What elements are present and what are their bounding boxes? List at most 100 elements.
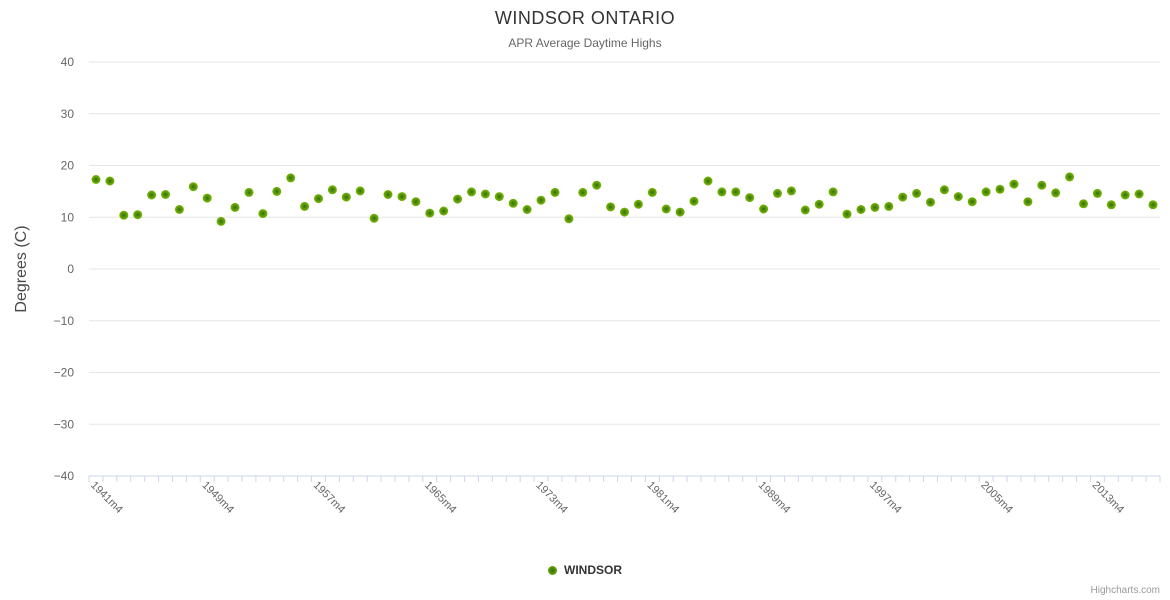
data-point[interactable] [689, 196, 699, 206]
data-point[interactable] [467, 187, 476, 197]
data-point[interactable] [536, 195, 546, 205]
legend-label: WINDSOR [564, 563, 622, 577]
data-point[interactable] [647, 187, 657, 197]
data-point[interactable] [731, 187, 741, 197]
data-point[interactable] [258, 209, 268, 219]
data-point[interactable] [578, 187, 588, 197]
data-point[interactable] [564, 214, 574, 224]
data-point[interactable] [383, 190, 393, 199]
x-axis-label: 1957m4 [311, 479, 348, 516]
data-point[interactable] [105, 176, 115, 186]
data-point[interactable] [314, 194, 323, 204]
x-axis-label: 2005m4 [978, 479, 1015, 516]
data-point[interactable] [633, 199, 643, 209]
data-point[interactable] [188, 182, 198, 192]
data-point[interactable] [1037, 180, 1047, 190]
data-point[interactable] [842, 209, 852, 219]
data-point[interactable] [411, 197, 421, 207]
data-point[interactable] [161, 190, 170, 199]
data-point[interactable] [1009, 179, 1019, 189]
data-point[interactable] [300, 201, 310, 211]
data-point[interactable] [119, 210, 129, 220]
data-point[interactable] [341, 192, 351, 202]
data-point[interactable] [620, 207, 629, 217]
x-axis-label: 1981m4 [645, 479, 682, 516]
data-point[interactable] [912, 188, 922, 198]
y-axis-label: −40 [54, 469, 75, 483]
data-point[interactable] [773, 188, 782, 198]
data-point[interactable] [814, 199, 824, 209]
data-point[interactable] [939, 185, 949, 195]
data-point[interactable] [759, 204, 769, 214]
data-point[interactable] [995, 184, 1005, 194]
data-point[interactable] [953, 192, 963, 202]
data-point[interactable] [286, 173, 296, 183]
data-point[interactable] [717, 187, 727, 197]
data-point[interactable] [1148, 200, 1158, 210]
data-point[interactable] [355, 186, 365, 196]
data-point[interactable] [244, 187, 254, 197]
x-axis-label: 1989m4 [756, 479, 793, 516]
data-point[interactable] [800, 205, 810, 215]
data-point[interactable] [174, 205, 184, 214]
data-point[interactable] [1120, 190, 1130, 200]
data-point[interactable] [453, 194, 463, 204]
data-point[interactable] [1079, 199, 1088, 209]
data-point[interactable] [508, 198, 518, 208]
data-point[interactable] [981, 187, 991, 197]
y-axis-label: 0 [67, 262, 74, 276]
data-point[interactable] [884, 201, 894, 211]
data-point[interactable] [272, 186, 282, 196]
y-axis-label: −30 [54, 417, 75, 431]
data-point[interactable] [661, 204, 671, 214]
data-point[interactable] [397, 192, 407, 202]
data-point[interactable] [202, 193, 212, 203]
data-point[interactable] [675, 207, 685, 217]
data-point[interactable] [592, 180, 602, 190]
data-point[interactable] [703, 176, 713, 186]
data-point[interactable] [439, 206, 449, 216]
data-point[interactable] [967, 197, 977, 207]
legend-item-windsor[interactable]: WINDSOR [548, 563, 622, 577]
data-point[interactable] [480, 189, 490, 199]
data-point[interactable] [745, 193, 755, 203]
data-point[interactable] [494, 192, 504, 202]
x-axis-label: 1941m4 [88, 479, 125, 516]
x-axis-label: 1973m4 [533, 479, 570, 516]
data-point[interactable] [216, 216, 226, 226]
y-axis-label: 10 [61, 210, 75, 224]
data-point[interactable] [856, 205, 866, 214]
x-axis-label: 1949m4 [199, 479, 236, 516]
data-point[interactable] [786, 186, 796, 196]
data-point[interactable] [898, 192, 908, 202]
data-point[interactable] [369, 213, 379, 223]
y-axis-label: −10 [54, 314, 75, 328]
data-point[interactable] [230, 202, 240, 212]
x-axis-label: 1965m4 [422, 479, 459, 516]
chart-title: WINDSOR ONTARIO [494, 8, 676, 28]
y-axis-label: 40 [61, 55, 75, 69]
data-point[interactable] [1051, 188, 1061, 198]
data-point[interactable] [606, 202, 616, 212]
data-point[interactable] [1106, 200, 1116, 210]
data-point[interactable] [522, 205, 532, 214]
data-point[interactable] [870, 202, 880, 212]
data-point[interactable] [550, 187, 560, 197]
chart-subtitle: APR Average Daytime Highs [508, 36, 662, 50]
y-axis-label: 30 [61, 107, 75, 121]
data-point[interactable] [91, 175, 101, 184]
data-point[interactable] [1065, 172, 1075, 182]
data-point[interactable] [1092, 188, 1102, 198]
data-point[interactable] [327, 185, 337, 195]
data-point[interactable] [926, 197, 935, 207]
y-axis-label: −20 [54, 366, 75, 380]
x-axis-label: 2013m4 [1090, 479, 1127, 516]
highcharts-credits-link[interactable]: Highcharts.com [1090, 585, 1160, 596]
data-point[interactable] [133, 210, 143, 220]
data-point[interactable] [425, 208, 435, 218]
data-point[interactable] [147, 190, 157, 200]
data-point[interactable] [1134, 189, 1144, 199]
data-point[interactable] [1023, 197, 1033, 207]
data-point[interactable] [828, 187, 838, 197]
